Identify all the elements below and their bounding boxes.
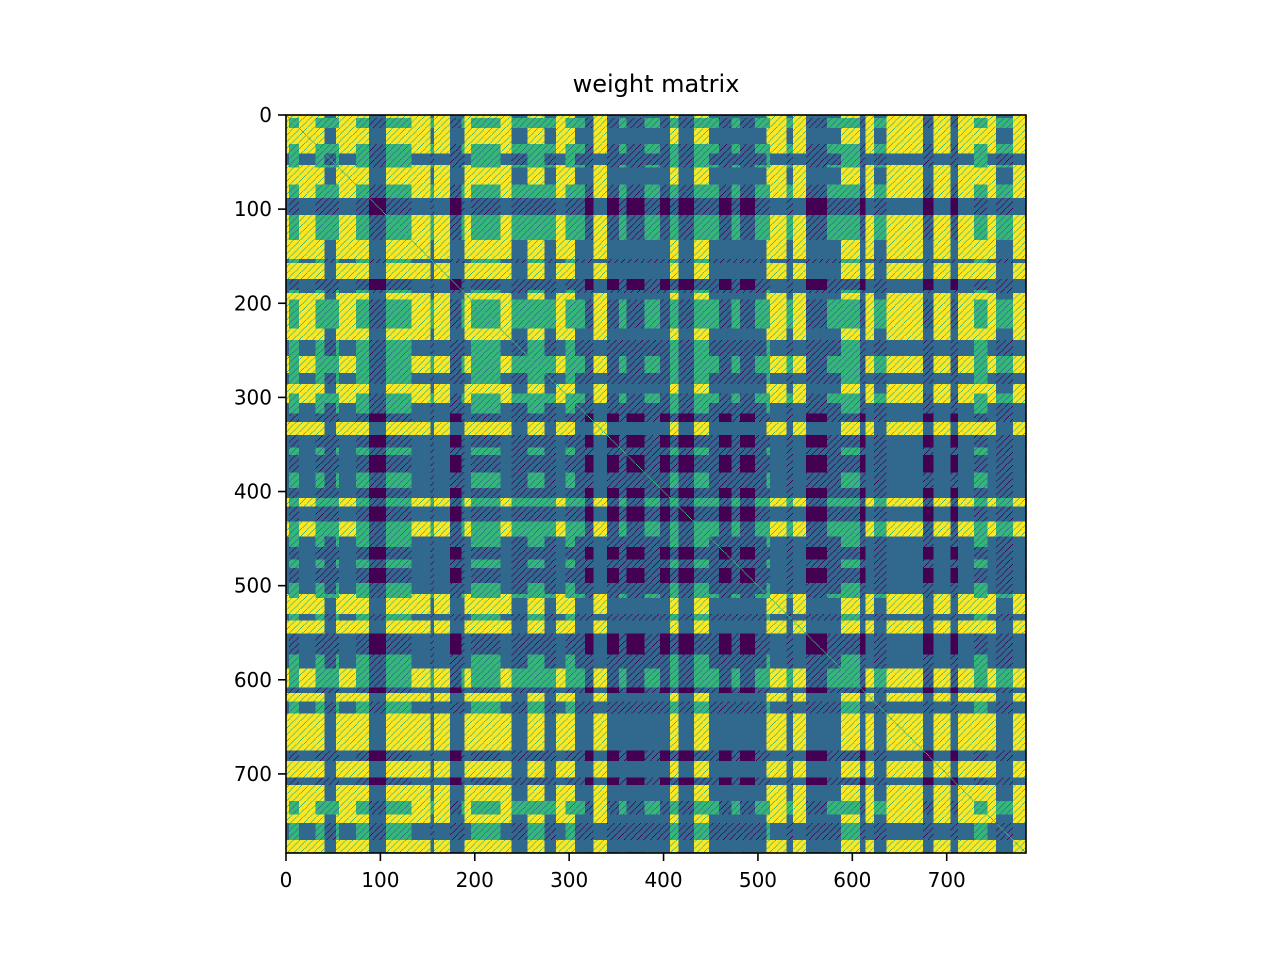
x-tick-label: 300: [550, 868, 588, 892]
x-tick-label: 200: [456, 868, 494, 892]
x-tick-label: 500: [739, 868, 777, 892]
y-tick-label: 200: [234, 291, 272, 315]
y-tick-label: 400: [234, 480, 272, 504]
y-tick-label: 700: [234, 762, 272, 786]
y-tick-label: 300: [234, 385, 272, 409]
x-tick-label: 400: [644, 868, 682, 892]
x-tick-label: 600: [833, 868, 871, 892]
x-tick-label: 100: [361, 868, 399, 892]
heatmap: [286, 115, 1026, 853]
x-axis: 0 100 200 300 400 500 600 700: [280, 853, 966, 892]
y-tick-label: 100: [234, 197, 272, 221]
y-tick-label: 0: [259, 103, 272, 127]
heatmap-image: [286, 115, 1026, 853]
y-tick-label: 600: [234, 668, 272, 692]
chart-title: weight matrix: [572, 70, 740, 98]
y-tick-label: 500: [234, 574, 272, 598]
y-axis: 0 100 200 300 400 500 600 700: [234, 103, 286, 786]
x-tick-label: 700: [928, 868, 966, 892]
x-tick-label: 0: [280, 868, 293, 892]
axes-frame: [285, 114, 1027, 854]
